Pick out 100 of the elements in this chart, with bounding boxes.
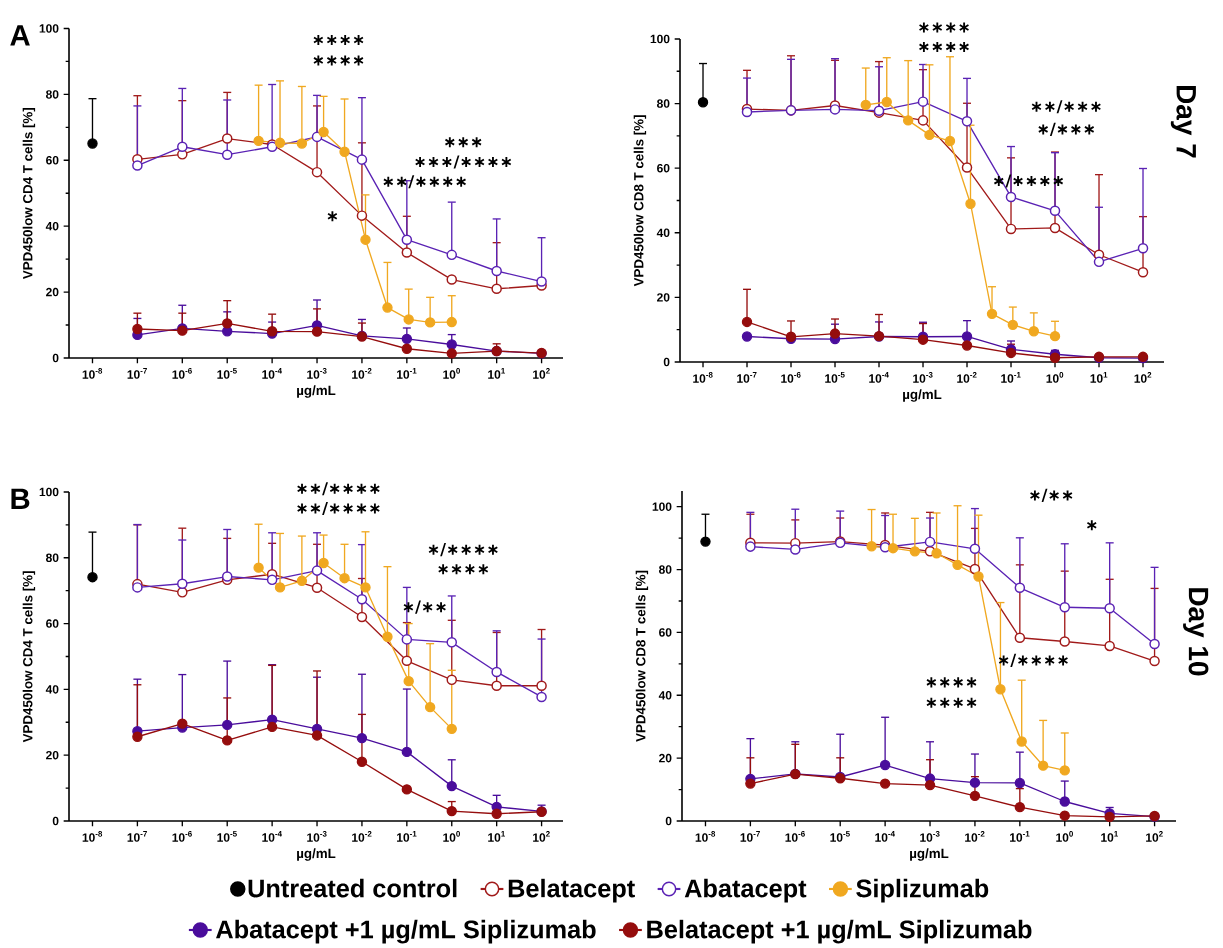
x-tick-label: 10$^{-5}$ bbox=[830, 831, 850, 842]
x-tick-label: 10$^{-3}$ bbox=[307, 831, 327, 842]
x-tick-label: 10$^{-1}$ bbox=[1010, 831, 1030, 842]
annotation: ∗ bbox=[327, 211, 338, 222]
x-tick-label: 10$^{0}$ bbox=[443, 831, 460, 842]
x-tick-label: 10$^{-8}$ bbox=[695, 831, 716, 842]
x-tick-label: 10$^{2}$ bbox=[533, 368, 550, 379]
annotation: ∗∗∗∗ bbox=[313, 34, 364, 46]
annotation: ∗∗∗∗ bbox=[313, 55, 364, 66]
annotation: ∗/∗∗∗ bbox=[1038, 122, 1095, 136]
x-tick-label: 10$^{2}$ bbox=[1134, 372, 1152, 383]
legend-label: Belatacept bbox=[508, 878, 635, 903]
y-axis-title: VPD450low CD4 T cells [%] bbox=[22, 108, 36, 280]
x-tick-label: 10$^{-3}$ bbox=[307, 368, 327, 379]
x-tick-label: 10$^{-5}$ bbox=[217, 368, 237, 379]
x-tick-label: 10$^{-8}$ bbox=[82, 368, 103, 379]
x-tick-label: 10$^{-1}$ bbox=[397, 368, 417, 379]
y-tick-label: 100 bbox=[39, 24, 59, 33]
y-tick-label: 60 bbox=[46, 619, 59, 628]
y-tick-label: 60 bbox=[657, 163, 670, 173]
annotation: ∗∗/∗∗∗∗ bbox=[383, 175, 466, 189]
y-axis-title: VPD450low CD8 T cells [%] bbox=[635, 570, 649, 742]
x-tick-label: 10$^{-3}$ bbox=[920, 831, 940, 842]
x-tick-label: 10$^{-4}$ bbox=[875, 831, 895, 842]
legend-label: Siplizumab bbox=[856, 878, 989, 903]
y-tick-label: 80 bbox=[658, 565, 672, 574]
x-tick-label: 10$^{-7}$ bbox=[127, 368, 147, 379]
x-tick-label: 10$^{0}$ bbox=[1056, 831, 1073, 842]
x-tick-label: 10$^{2}$ bbox=[1146, 831, 1163, 842]
annotation: ∗ bbox=[1086, 520, 1097, 531]
x-tick-label: 10$^{-3}$ bbox=[913, 372, 933, 383]
y-tick-label: 60 bbox=[659, 628, 672, 637]
x-tick-label: 10$^{-1}$ bbox=[1001, 372, 1021, 383]
x-tick-label: 10$^{-8}$ bbox=[693, 372, 713, 383]
y-tick-label: 100 bbox=[652, 502, 672, 511]
x-tick-label: 10$^{-4}$ bbox=[262, 831, 282, 842]
y-tick-label: 0 bbox=[52, 353, 59, 363]
text: ∗∗∗∗ bbox=[919, 22, 969, 33]
annotation: ∗∗/∗∗∗∗ bbox=[297, 482, 380, 496]
y-tick-label: 40 bbox=[658, 691, 672, 700]
x-tick-label: 10$^{-5}$ bbox=[217, 831, 237, 842]
legend-label: Abatacept +1 µg/mL Siplizumab bbox=[216, 919, 596, 944]
x-axis-title: µg/mL bbox=[297, 385, 336, 398]
x-tick-label: 10$^{-2}$ bbox=[352, 368, 372, 379]
x-tick-label: 10$^{-4}$ bbox=[262, 368, 282, 379]
x-tick-label: 10$^{1}$ bbox=[488, 368, 506, 379]
text: Day 7 bbox=[1170, 85, 1196, 158]
x-tick-label: 10$^{1}$ bbox=[1101, 831, 1118, 842]
y-axis-title: VPD450low CD4 T cells [%] bbox=[22, 571, 36, 743]
x-tick-label: 10$^{0}$ bbox=[443, 368, 460, 379]
x-tick-label: 10$^{-7}$ bbox=[740, 831, 760, 842]
annotation: ∗∗∗∗ bbox=[926, 697, 977, 708]
x-tick-label: 10$^{1}$ bbox=[1090, 372, 1108, 383]
x-tick-label: 10$^{-2}$ bbox=[957, 372, 977, 383]
x-tick-label: 10$^{0}$ bbox=[1046, 372, 1064, 383]
y-tick-label: 20 bbox=[659, 753, 672, 763]
x-tick-label: 10$^{-1}$ bbox=[397, 831, 417, 842]
y-tick-label: 20 bbox=[657, 293, 670, 302]
legend-label: Abatacept bbox=[684, 878, 807, 903]
x-tick-label: 10$^{-7}$ bbox=[737, 372, 757, 383]
annotation: ∗∗/∗∗∗ bbox=[1031, 100, 1101, 114]
annotation: ∗∗∗ bbox=[445, 137, 482, 148]
x-tick-label: 10$^{-2}$ bbox=[352, 831, 372, 842]
y-tick-label: 80 bbox=[657, 99, 670, 108]
annotation: ∗/∗∗ bbox=[1030, 488, 1073, 502]
chart-title: B bbox=[11, 488, 30, 509]
text: Day 10 bbox=[1183, 588, 1209, 676]
y-tick-label: 40 bbox=[45, 685, 59, 694]
annotation: ∗∗/∗∗∗∗ bbox=[297, 501, 380, 516]
x-tick-label: 10$^{2}$ bbox=[533, 831, 550, 842]
legend-label: Untreated control bbox=[248, 878, 457, 898]
chart-title: A bbox=[10, 25, 30, 46]
y-tick-label: 100 bbox=[650, 34, 670, 44]
y-tick-label: 0 bbox=[52, 816, 59, 826]
x-tick-label: 10$^{1}$ bbox=[488, 831, 506, 842]
annotation: ∗/∗∗∗∗ bbox=[428, 543, 498, 557]
y-tick-label: 60 bbox=[46, 156, 59, 165]
x-tick-label: 10$^{-6}$ bbox=[172, 831, 192, 842]
annotation: ∗∗∗∗ bbox=[926, 677, 977, 688]
x-axis-title: µg/mL bbox=[903, 389, 942, 402]
x-axis-title: µg/mL bbox=[297, 848, 336, 861]
x-tick-label: 10$^{-2}$ bbox=[965, 831, 985, 842]
y-tick-label: 100 bbox=[39, 487, 59, 497]
x-tick-label: 10$^{-6}$ bbox=[172, 368, 192, 379]
x-tick-label: 10$^{-8}$ bbox=[82, 831, 103, 842]
annotation: ∗∗∗/∗∗∗∗ bbox=[415, 155, 512, 169]
x-tick-label: 10$^{-4}$ bbox=[869, 372, 889, 383]
legend-label: Belatacept +1 µg/mL Siplizumab bbox=[647, 919, 1032, 944]
x-axis-title: µg/mL bbox=[910, 848, 949, 861]
y-tick-label: 80 bbox=[45, 553, 59, 563]
y-axis-title: VPD450low CD8 T cells [%] bbox=[633, 115, 647, 287]
y-tick-label: 0 bbox=[663, 357, 670, 367]
x-tick-label: 10$^{-6}$ bbox=[785, 831, 805, 842]
annotation: ∗∗∗∗ bbox=[919, 41, 969, 52]
x-tick-label: 10$^{-6}$ bbox=[781, 372, 801, 383]
annotation: ∗∗∗∗ bbox=[438, 564, 489, 575]
y-tick-label: 20 bbox=[46, 750, 59, 760]
y-tick-label: 0 bbox=[665, 816, 672, 826]
x-tick-label: 10$^{-5}$ bbox=[825, 372, 845, 383]
x-tick-label: 10$^{-7}$ bbox=[127, 831, 147, 842]
